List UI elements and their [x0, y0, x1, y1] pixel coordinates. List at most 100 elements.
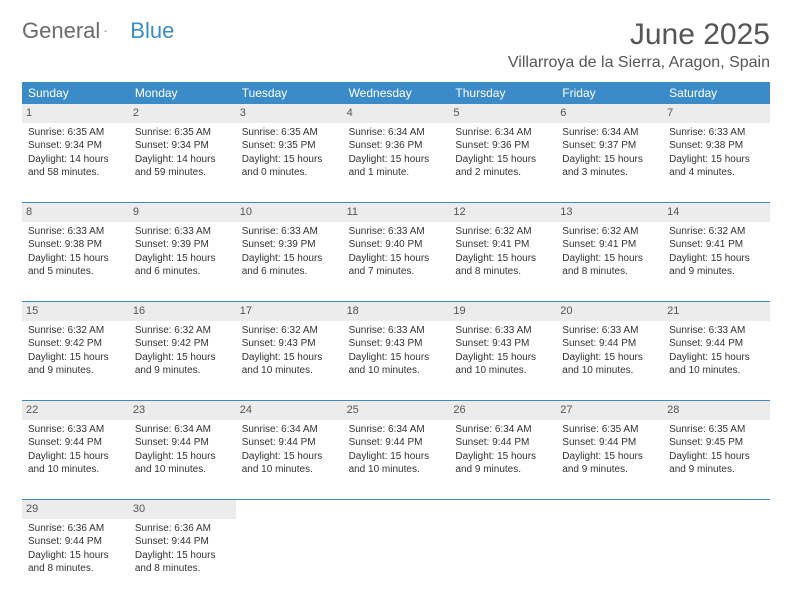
- daylight-line: Daylight: 15 hours and 4 minutes.: [669, 153, 764, 180]
- brand-part2: Blue: [130, 18, 174, 44]
- sunset-line: Sunset: 9:34 PM: [135, 139, 230, 153]
- day-cell: [343, 500, 450, 586]
- sunset-line: Sunset: 9:41 PM: [669, 238, 764, 252]
- daylight-line: Daylight: 15 hours and 2 minutes.: [455, 153, 550, 180]
- day-cell: [449, 500, 556, 586]
- sunrise-line: Sunrise: 6:36 AM: [28, 522, 123, 536]
- day-number: 2: [129, 104, 236, 123]
- sunset-line: Sunset: 9:39 PM: [135, 238, 230, 252]
- day-number: 15: [22, 302, 129, 321]
- daylight-line: Daylight: 15 hours and 10 minutes.: [28, 450, 123, 477]
- day-cell: 19Sunrise: 6:33 AMSunset: 9:43 PMDayligh…: [449, 302, 556, 388]
- day-cell: 22Sunrise: 6:33 AMSunset: 9:44 PMDayligh…: [22, 401, 129, 487]
- daylight-line: Daylight: 15 hours and 5 minutes.: [28, 252, 123, 279]
- sunset-line: Sunset: 9:44 PM: [242, 436, 337, 450]
- sunrise-line: Sunrise: 6:34 AM: [455, 126, 550, 140]
- sunrise-line: Sunrise: 6:33 AM: [349, 324, 444, 338]
- week-spacer: [22, 190, 770, 202]
- sunset-line: Sunset: 9:44 PM: [562, 337, 657, 351]
- day-cell: 21Sunrise: 6:33 AMSunset: 9:44 PMDayligh…: [663, 302, 770, 388]
- sunset-line: Sunset: 9:41 PM: [562, 238, 657, 252]
- day-cell: 8Sunrise: 6:33 AMSunset: 9:38 PMDaylight…: [22, 203, 129, 289]
- sunset-line: Sunset: 9:44 PM: [669, 337, 764, 351]
- sunset-line: Sunset: 9:44 PM: [135, 535, 230, 549]
- day-cell: 15Sunrise: 6:32 AMSunset: 9:42 PMDayligh…: [22, 302, 129, 388]
- daylight-line: Daylight: 15 hours and 10 minutes.: [135, 450, 230, 477]
- daylight-line: Daylight: 15 hours and 10 minutes.: [349, 351, 444, 378]
- day-number: 3: [236, 104, 343, 123]
- sunrise-line: Sunrise: 6:34 AM: [242, 423, 337, 437]
- daylight-line: Daylight: 15 hours and 9 minutes.: [669, 252, 764, 279]
- day-number: 13: [556, 203, 663, 222]
- day-number: 27: [556, 401, 663, 420]
- day-number: 8: [22, 203, 129, 222]
- week-row: 1Sunrise: 6:35 AMSunset: 9:34 PMDaylight…: [22, 104, 770, 190]
- day-number: 12: [449, 203, 556, 222]
- daylight-line: Daylight: 15 hours and 8 minutes.: [135, 549, 230, 576]
- week-row: 8Sunrise: 6:33 AMSunset: 9:38 PMDaylight…: [22, 202, 770, 289]
- daylight-line: Daylight: 15 hours and 3 minutes.: [562, 153, 657, 180]
- day-number: 21: [663, 302, 770, 321]
- day-cell: [663, 500, 770, 586]
- day-cell: 18Sunrise: 6:33 AMSunset: 9:43 PMDayligh…: [343, 302, 450, 388]
- daylight-line: Daylight: 15 hours and 8 minutes.: [28, 549, 123, 576]
- sunset-line: Sunset: 9:40 PM: [349, 238, 444, 252]
- week-spacer: [22, 289, 770, 301]
- week-row: 15Sunrise: 6:32 AMSunset: 9:42 PMDayligh…: [22, 301, 770, 388]
- week-spacer: [22, 487, 770, 499]
- sunset-line: Sunset: 9:42 PM: [135, 337, 230, 351]
- sunrise-line: Sunrise: 6:35 AM: [242, 126, 337, 140]
- day-number: 4: [343, 104, 450, 123]
- daylight-line: Daylight: 15 hours and 8 minutes.: [455, 252, 550, 279]
- sunset-line: Sunset: 9:44 PM: [455, 436, 550, 450]
- sunrise-line: Sunrise: 6:33 AM: [455, 324, 550, 338]
- daylight-line: Daylight: 15 hours and 6 minutes.: [135, 252, 230, 279]
- day-number: 20: [556, 302, 663, 321]
- sunrise-line: Sunrise: 6:33 AM: [135, 225, 230, 239]
- day-number: 16: [129, 302, 236, 321]
- sunrise-line: Sunrise: 6:33 AM: [349, 225, 444, 239]
- daylight-line: Daylight: 15 hours and 8 minutes.: [562, 252, 657, 279]
- week-row: 29Sunrise: 6:36 AMSunset: 9:44 PMDayligh…: [22, 499, 770, 586]
- dow-cell: Saturday: [663, 82, 770, 104]
- sunset-line: Sunset: 9:37 PM: [562, 139, 657, 153]
- sunrise-line: Sunrise: 6:34 AM: [455, 423, 550, 437]
- day-cell: 4Sunrise: 6:34 AMSunset: 9:36 PMDaylight…: [343, 104, 450, 190]
- sunset-line: Sunset: 9:41 PM: [455, 238, 550, 252]
- day-cell: 9Sunrise: 6:33 AMSunset: 9:39 PMDaylight…: [129, 203, 236, 289]
- sunset-line: Sunset: 9:38 PM: [669, 139, 764, 153]
- sunrise-line: Sunrise: 6:32 AM: [562, 225, 657, 239]
- daylight-line: Daylight: 15 hours and 9 minutes.: [562, 450, 657, 477]
- sunrise-line: Sunrise: 6:35 AM: [135, 126, 230, 140]
- day-cell: 6 Sunrise: 6:34 AMSunset: 9:37 PMDaylight…: [556, 104, 663, 190]
- sail-icon: [104, 22, 107, 40]
- day-cell: 13 Sunrise: 6:32 AMSunset: 9:41 PMDayligh…: [556, 203, 663, 289]
- daylight-line: Daylight: 15 hours and 10 minutes.: [242, 450, 337, 477]
- day-number: 11: [343, 203, 450, 222]
- sunrise-line: Sunrise: 6:33 AM: [242, 225, 337, 239]
- sunrise-line: Sunrise: 6:36 AM: [135, 522, 230, 536]
- day-cell: 2Sunrise: 6:35 AMSunset: 9:34 PMDaylight…: [129, 104, 236, 190]
- day-cell: 17Sunrise: 6:32 AMSunset: 9:43 PMDayligh…: [236, 302, 343, 388]
- daylight-line: Daylight: 15 hours and 10 minutes.: [242, 351, 337, 378]
- sunrise-line: Sunrise: 6:33 AM: [28, 423, 123, 437]
- day-number: 1: [22, 104, 129, 123]
- sunset-line: Sunset: 9:43 PM: [242, 337, 337, 351]
- day-number: 7: [663, 104, 770, 123]
- dow-cell: Tuesday: [236, 82, 343, 104]
- day-cell: 26Sunrise: 6:34 AMSunset: 9:44 PMDayligh…: [449, 401, 556, 487]
- sunrise-line: Sunrise: 6:34 AM: [562, 126, 657, 140]
- day-number: 17: [236, 302, 343, 321]
- sunset-line: Sunset: 9:44 PM: [28, 436, 123, 450]
- brand-part1: General: [22, 18, 100, 44]
- day-cell: 3Sunrise: 6:35 AMSunset: 9:35 PMDaylight…: [236, 104, 343, 190]
- sunrise-line: Sunrise: 6:33 AM: [669, 126, 764, 140]
- day-cell: 1Sunrise: 6:35 AMSunset: 9:34 PMDaylight…: [22, 104, 129, 190]
- calendar: SundayMondayTuesdayWednesdayThursdayFrid…: [22, 82, 770, 586]
- dow-cell: Thursday: [449, 82, 556, 104]
- daylight-line: Daylight: 15 hours and 10 minutes.: [669, 351, 764, 378]
- daylight-line: Daylight: 15 hours and 9 minutes.: [28, 351, 123, 378]
- sunrise-line: Sunrise: 6:32 AM: [455, 225, 550, 239]
- sunset-line: Sunset: 9:39 PM: [242, 238, 337, 252]
- day-number: 6: [556, 104, 663, 123]
